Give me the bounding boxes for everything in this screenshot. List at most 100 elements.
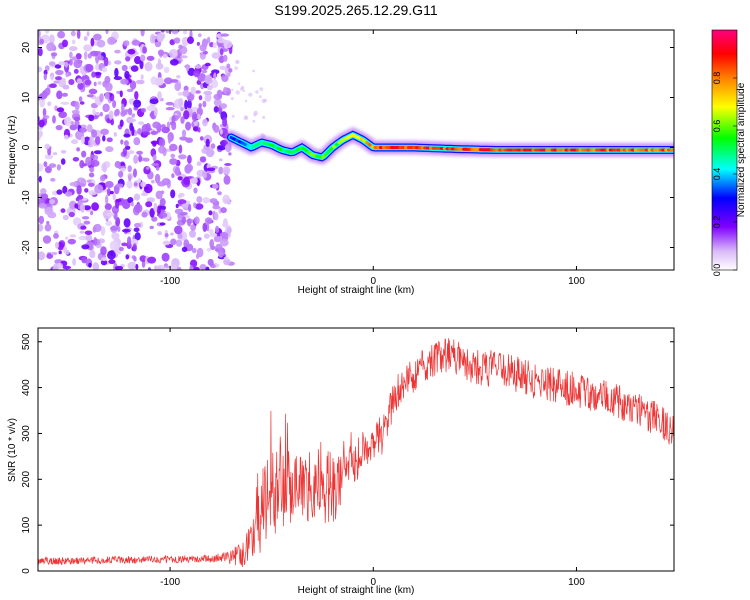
noise-blob [73, 68, 79, 74]
noise-blob [153, 202, 158, 212]
noise-blob [91, 159, 100, 167]
noise-blob [206, 84, 213, 91]
noise-blob [144, 61, 153, 72]
noise-blob [80, 225, 87, 230]
noise-blob [53, 80, 60, 84]
noise-blob [160, 212, 168, 218]
top-x-tick-label: 0 [370, 276, 376, 287]
bottom-y-tick-label: 200 [21, 471, 32, 488]
noise-blob [74, 203, 79, 209]
noise-blob [65, 191, 73, 197]
noise-blob [146, 197, 156, 203]
noise-blob [88, 114, 95, 122]
noise-blob [110, 226, 118, 231]
noise-blob [105, 30, 109, 35]
noise-blob [100, 128, 109, 135]
noise-blob [152, 154, 157, 162]
noise-blob [194, 203, 204, 210]
noise-blob [89, 50, 99, 57]
noise-blob [223, 40, 233, 49]
noise-blob [159, 222, 166, 226]
noise-blob [100, 259, 108, 266]
noise-blob [127, 197, 134, 203]
noise-blob [169, 158, 178, 165]
noise-blob [38, 132, 41, 141]
bottom-x-axis-label: Height of straight line (km) [298, 585, 415, 596]
noise-speck [259, 87, 264, 91]
noise-blob [114, 60, 122, 65]
noise-blob [190, 177, 198, 184]
noise-blob [121, 242, 128, 247]
noise-blob [213, 99, 222, 107]
noise-blob [157, 231, 162, 236]
noise-blob [94, 184, 104, 194]
noise-blob [44, 206, 54, 216]
noise-blob [227, 72, 231, 77]
noise-speck [255, 90, 259, 94]
noise-blob [133, 203, 143, 213]
noise-blob [50, 177, 56, 182]
noise-blob [151, 180, 155, 184]
noise-blob [49, 34, 55, 44]
noise-blob [126, 180, 133, 189]
noise-blob [60, 149, 67, 154]
top-y-tick-label: -10 [21, 190, 32, 205]
noise-blob [105, 146, 114, 153]
noise-blob [212, 183, 219, 189]
noise-blob [112, 100, 117, 108]
frequency-ridge [224, 127, 674, 165]
noise-blob [134, 91, 139, 100]
noise-blob [118, 246, 124, 252]
noise-blob [209, 198, 218, 204]
noise-blob [213, 124, 220, 133]
noise-blob [149, 33, 156, 44]
noise-blob [130, 201, 134, 207]
noise-blob [113, 76, 123, 81]
noise-blob [52, 115, 56, 124]
noise-blob [71, 109, 80, 115]
noise-blob [69, 46, 78, 52]
noise-blob [193, 187, 198, 194]
noise-blob [165, 30, 170, 34]
noise-blob [123, 40, 130, 47]
noise-blob [84, 230, 93, 236]
noise-blob [213, 235, 222, 243]
noise-blob [156, 32, 164, 43]
noise-blob [174, 166, 181, 176]
noise-blob [83, 205, 91, 211]
noise-blob [102, 103, 110, 113]
noise-blob [127, 118, 137, 123]
noise-blob [174, 82, 181, 92]
noise-blob [199, 264, 207, 270]
bottom-y-tick-label: 0 [21, 568, 32, 574]
noise-blob [228, 152, 232, 156]
noise-blob [114, 265, 124, 270]
noise-blob [140, 54, 146, 62]
noise-blob [219, 232, 229, 238]
noise-blob [108, 259, 116, 265]
noise-blob [92, 108, 96, 116]
noise-blob [208, 210, 213, 216]
noise-blob [211, 52, 221, 59]
noise-blob [100, 246, 107, 256]
noise-blob [109, 190, 114, 195]
noise-blob [140, 30, 145, 37]
noise-blob [223, 175, 231, 185]
noise-blob [121, 103, 125, 113]
noise-blob [122, 228, 131, 233]
noise-blob [72, 258, 76, 266]
noise-blob [157, 91, 162, 101]
noise-blob [204, 217, 213, 225]
noise-blob [131, 113, 136, 118]
noise-blob [56, 107, 65, 113]
noise-blob [197, 127, 201, 133]
noise-blob [206, 247, 212, 252]
noise-blob [171, 30, 179, 35]
noise-blob [72, 157, 80, 162]
noise-blob [156, 266, 162, 270]
noise-blob [127, 165, 132, 173]
noise-blob [133, 168, 137, 178]
noise-blob [209, 239, 214, 249]
noise-blob [202, 222, 208, 232]
